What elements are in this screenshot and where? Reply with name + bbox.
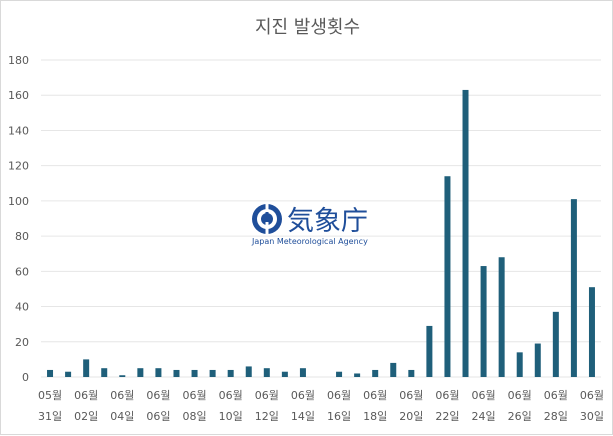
- bar-06-24: [480, 266, 487, 377]
- bar-06-21: [426, 325, 433, 377]
- y-tick-label: 180: [8, 54, 29, 67]
- bar-06-25: [498, 257, 505, 377]
- bar-06-26: [516, 352, 523, 377]
- bar-06-27: [534, 343, 541, 377]
- bar-06-05: [137, 368, 144, 377]
- x-axis-ticks: 05월 31일 06월 02일 06월 04일 06월 06일 06월 08일 06월 10일 06월 1…: [38, 389, 604, 423]
- bar-06-08: [191, 369, 198, 377]
- x-tick-label-day: 28일: [544, 409, 568, 423]
- x-tick-label-month: 05월: [38, 389, 62, 402]
- bar-06-29: [570, 199, 577, 377]
- x-tick-label-day: 22일: [435, 409, 459, 423]
- x-tick-label-month: 06월: [255, 389, 279, 402]
- x-tick-label-month: 06월: [327, 389, 351, 402]
- x-tick-label-month: 06월: [508, 389, 532, 402]
- jma-watermark: 気象庁 Japan Meteorological Agency: [251, 204, 368, 246]
- x-tick-label-month: 06월: [182, 389, 206, 402]
- bar-06-01: [65, 371, 72, 377]
- chart-title: 지진 발생횟수: [254, 17, 361, 38]
- bar-06-09: [209, 369, 216, 377]
- x-tick-label-month: 06월: [110, 389, 134, 402]
- bar-06-06: [155, 368, 162, 377]
- x-tick-label-day: 31일: [38, 409, 62, 423]
- x-tick-label-day: 20일: [399, 409, 423, 423]
- bar-06-14: [299, 368, 306, 377]
- bar-06-18: [372, 369, 379, 377]
- y-tick-label: 20: [15, 336, 29, 349]
- y-tick-label: 140: [8, 124, 29, 137]
- x-tick-label-day: 26일: [508, 409, 532, 423]
- bar-06-11: [245, 366, 252, 377]
- y-tick-label: 160: [8, 89, 29, 102]
- x-tick-label-month: 06월: [435, 389, 459, 402]
- bar-06-12: [263, 368, 270, 377]
- bar-06-10: [227, 369, 234, 377]
- x-tick-label-month: 06월: [291, 389, 315, 402]
- bar-06-19: [390, 362, 397, 377]
- y-tick-label: 0: [22, 371, 29, 384]
- y-axis-ticks: 0 20 40 60 80 100 120 140 160 180: [8, 54, 29, 384]
- y-tick-label: 80: [15, 230, 29, 243]
- x-tick-label-day: 10일: [219, 409, 243, 423]
- jma-logo-icon: [252, 204, 282, 234]
- y-tick-label: 40: [15, 301, 29, 314]
- x-tick-label-month: 06월: [74, 389, 98, 402]
- bar-06-07: [173, 369, 180, 377]
- bar-06-23: [462, 89, 469, 377]
- x-tick-label-day: 30일: [580, 409, 604, 423]
- jma-logo-subtitle: Japan Meteorological Agency: [251, 237, 368, 246]
- y-tick-label: 120: [8, 160, 29, 173]
- grid-lines: [41, 59, 601, 378]
- bar-06-30: [588, 287, 595, 377]
- x-tick-label-month: 06월: [219, 389, 243, 402]
- bar-06-13: [281, 371, 288, 377]
- x-tick-label-day: 24일: [472, 409, 496, 423]
- x-tick-label-day: 02일: [74, 409, 98, 423]
- x-tick-label-day: 16일: [327, 409, 351, 423]
- y-tick-label: 60: [15, 265, 29, 278]
- bar-06-03: [101, 368, 108, 377]
- bar-06-28: [552, 311, 559, 377]
- x-tick-label-day: 08일: [182, 409, 206, 423]
- x-tick-label-month: 06월: [580, 389, 604, 402]
- bar-05-31: [47, 369, 54, 377]
- x-tick-label-month: 06월: [146, 389, 170, 402]
- jma-logo-name: 気象庁: [287, 206, 368, 237]
- x-tick-label-month: 06월: [472, 389, 496, 402]
- x-tick-label-day: 18일: [363, 409, 387, 423]
- x-tick-label-day: 06일: [146, 409, 170, 423]
- y-tick-label: 100: [8, 195, 29, 208]
- x-tick-label-day: 04일: [110, 409, 134, 423]
- bar-06-16: [336, 371, 343, 377]
- bar-06-04: [119, 375, 126, 377]
- bar-06-02: [83, 359, 90, 377]
- bar-06-22: [444, 176, 451, 377]
- x-tick-label-day: 14일: [291, 409, 315, 423]
- bars: [47, 89, 595, 377]
- x-tick-label-month: 06월: [399, 389, 423, 402]
- bar-06-20: [408, 369, 415, 377]
- x-tick-label-month: 06월: [544, 389, 568, 402]
- x-tick-label-month: 06월: [363, 389, 387, 402]
- x-tick-label-day: 12일: [255, 409, 279, 423]
- bar-06-17: [354, 373, 361, 377]
